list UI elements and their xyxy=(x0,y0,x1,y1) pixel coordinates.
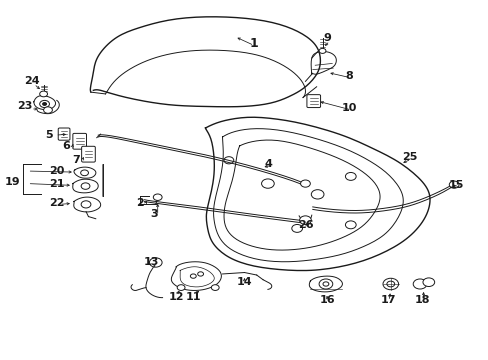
Circle shape xyxy=(177,285,184,291)
Text: 17: 17 xyxy=(380,295,395,305)
Text: 1: 1 xyxy=(249,37,258,50)
Circle shape xyxy=(412,279,426,289)
Circle shape xyxy=(224,157,233,164)
Circle shape xyxy=(345,172,355,180)
Circle shape xyxy=(291,225,302,232)
Circle shape xyxy=(299,216,311,225)
Text: 14: 14 xyxy=(236,277,252,287)
Circle shape xyxy=(40,100,49,108)
Circle shape xyxy=(43,107,52,113)
Circle shape xyxy=(81,170,88,176)
Circle shape xyxy=(211,285,219,291)
Text: 16: 16 xyxy=(319,295,334,305)
Text: 21: 21 xyxy=(49,179,64,189)
FancyBboxPatch shape xyxy=(73,134,86,149)
Text: 10: 10 xyxy=(341,103,356,113)
Text: 12: 12 xyxy=(168,292,183,302)
Circle shape xyxy=(382,278,398,290)
Text: 4: 4 xyxy=(264,159,272,169)
Text: 25: 25 xyxy=(402,152,417,162)
Circle shape xyxy=(300,180,310,187)
Circle shape xyxy=(153,194,162,201)
Text: 11: 11 xyxy=(185,292,201,302)
Circle shape xyxy=(319,48,325,53)
Circle shape xyxy=(311,190,324,199)
Circle shape xyxy=(319,279,332,289)
FancyBboxPatch shape xyxy=(58,128,70,140)
Text: 13: 13 xyxy=(144,257,159,267)
Circle shape xyxy=(40,91,47,97)
Text: 18: 18 xyxy=(414,295,429,305)
Circle shape xyxy=(323,282,328,286)
Text: 26: 26 xyxy=(297,220,313,230)
Text: 8: 8 xyxy=(345,71,352,81)
Text: 6: 6 xyxy=(62,141,70,151)
Text: 24: 24 xyxy=(24,76,40,86)
FancyBboxPatch shape xyxy=(306,95,320,108)
Circle shape xyxy=(81,201,91,208)
Text: 20: 20 xyxy=(49,166,64,176)
Text: 2: 2 xyxy=(136,198,143,208)
Text: 19: 19 xyxy=(5,177,20,187)
Circle shape xyxy=(42,103,46,105)
Circle shape xyxy=(261,179,274,188)
Circle shape xyxy=(448,181,458,188)
Text: 22: 22 xyxy=(49,198,64,208)
FancyBboxPatch shape xyxy=(81,146,95,162)
Text: 23: 23 xyxy=(18,102,33,112)
Text: 9: 9 xyxy=(323,33,331,43)
Circle shape xyxy=(197,272,203,276)
Circle shape xyxy=(386,281,394,287)
Text: 7: 7 xyxy=(72,155,80,165)
Circle shape xyxy=(345,221,355,229)
Text: 5: 5 xyxy=(45,130,53,140)
Circle shape xyxy=(190,274,196,278)
Text: 3: 3 xyxy=(150,209,158,219)
Text: 15: 15 xyxy=(448,180,463,190)
Circle shape xyxy=(422,278,434,287)
Circle shape xyxy=(149,258,162,267)
Circle shape xyxy=(81,183,90,189)
